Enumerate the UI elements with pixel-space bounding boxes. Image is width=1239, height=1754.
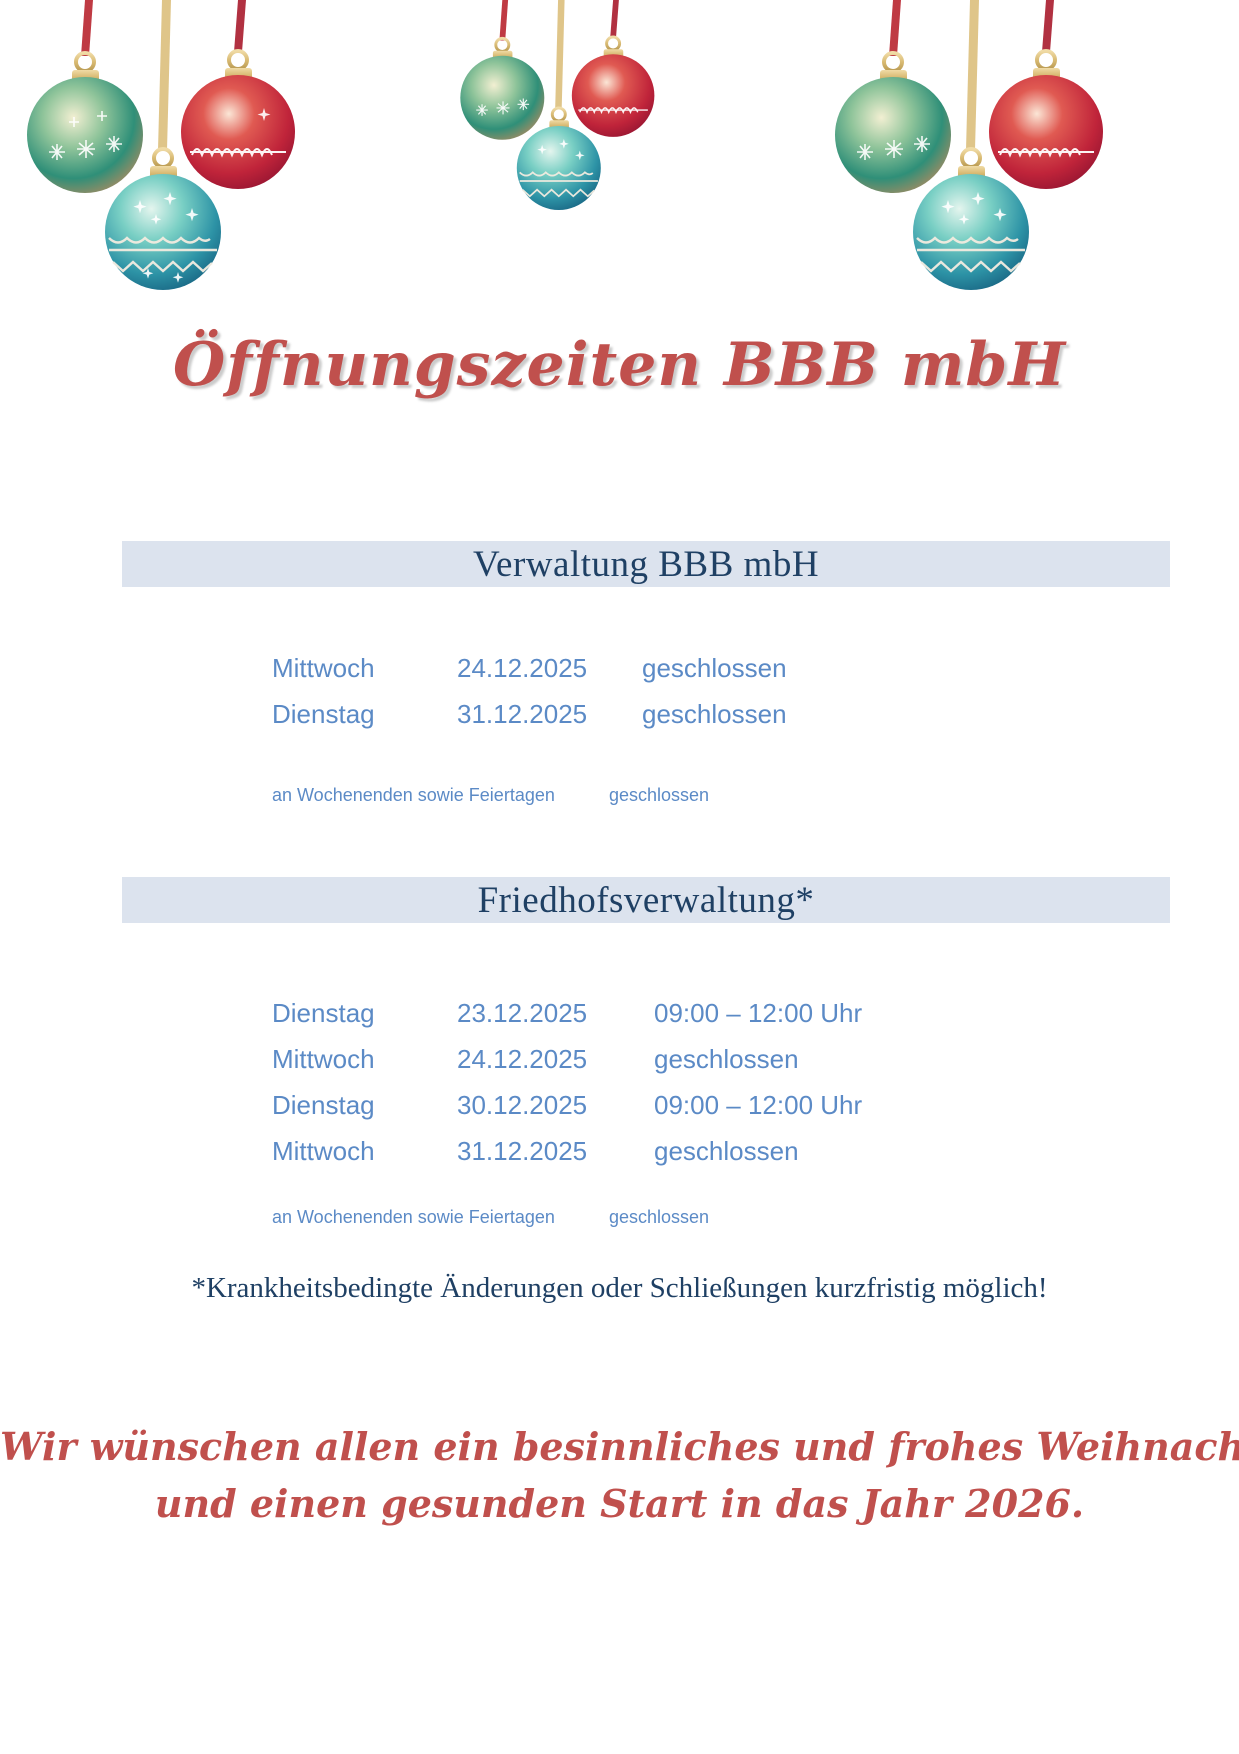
row-day: Dienstag [272, 998, 375, 1028]
table-row: Dienstag 23.12.2025 09:00 – 12:00 Uhr [272, 1000, 974, 1026]
table-row: Mittwoch 24.12.2025 geschlossen [272, 1046, 974, 1072]
row-date: 31.12.2025 [457, 699, 588, 729]
teal-star-bauble [913, 0, 1029, 290]
row-date: 23.12.2025 [457, 998, 588, 1028]
schedule-table-verwaltung: Mittwoch 24.12.2025 geschlossen Dienstag… [272, 655, 962, 747]
row-hours: 09:00 – 12:00 Uhr [654, 998, 863, 1028]
green-snowflake-bauble [460, 0, 545, 140]
weekend-note-label: an Wochenenden sowie Feiertagen [272, 1207, 555, 1227]
green-snowflake-bauble [835, 0, 951, 193]
weekend-note-value: geschlossen [609, 785, 710, 805]
footnote-disclaimer: *Krankheitsbedingte Änderungen oder Schl… [191, 1272, 1048, 1304]
row-day: Dienstag [272, 699, 375, 729]
schedule-table-friedhofsverwaltung: Dienstag 23.12.2025 09:00 – 12:00 Uhr Mi… [272, 1000, 974, 1184]
weekend-note-label: an Wochenenden sowie Feiertagen [272, 785, 555, 805]
weekend-note-friedhofsverwaltung: an Wochenenden sowie Feiertagen geschlos… [272, 1207, 709, 1228]
red-heart-bauble [989, 0, 1103, 189]
greeting-line-1: Wir wünschen allen ein besinnliches und … [0, 1424, 1239, 1469]
green-snowflake-bauble [27, 0, 143, 193]
section-header-verwaltung: Verwaltung BBB mbH [122, 541, 1170, 587]
table-row: Mittwoch 24.12.2025 geschlossen [272, 655, 962, 681]
row-date: 24.12.2025 [457, 653, 588, 683]
row-day: Mittwoch [272, 653, 375, 683]
closing-greeting: Wir wünschen allen ein besinnliches und … [0, 1418, 1239, 1532]
row-day: Mittwoch [272, 1044, 375, 1074]
weekend-note-value: geschlossen [609, 1207, 710, 1227]
ornament-decoration-band [0, 0, 1239, 300]
row-hours: 09:00 – 12:00 Uhr [654, 1090, 863, 1120]
row-hours: geschlossen [654, 1044, 799, 1074]
ornament-cluster-left [27, 0, 295, 290]
section-heading-label: Friedhofsverwaltung* [477, 879, 815, 921]
section-header-friedhofsverwaltung: Friedhofsverwaltung* [122, 877, 1170, 923]
teal-star-bauble [105, 0, 221, 290]
ornament-cluster-center [460, 0, 655, 210]
table-row: Mittwoch 31.12.2025 geschlossen [272, 1138, 974, 1164]
red-heart-bauble [571, 0, 655, 137]
ornament-cluster-right [835, 0, 1103, 290]
table-row: Dienstag 31.12.2025 geschlossen [272, 701, 962, 727]
table-row: Dienstag 30.12.2025 09:00 – 12:00 Uhr [272, 1092, 974, 1118]
row-date: 31.12.2025 [457, 1136, 588, 1166]
row-hours: geschlossen [642, 699, 787, 729]
teal-star-bauble [516, 0, 601, 210]
weekend-note-verwaltung: an Wochenenden sowie Feiertagen geschlos… [272, 785, 709, 806]
row-date: 24.12.2025 [457, 1044, 588, 1074]
red-heart-bauble [181, 0, 295, 189]
row-hours: geschlossen [654, 1136, 799, 1166]
page-title: Öffnungszeiten BBB mbH [172, 330, 1067, 400]
section-heading-label: Verwaltung BBB mbH [472, 543, 820, 585]
row-day: Dienstag [272, 1090, 375, 1120]
row-day: Mittwoch [272, 1136, 375, 1166]
greeting-line-2: und einen gesunden Start in das Jahr 202… [154, 1481, 1085, 1526]
row-date: 30.12.2025 [457, 1090, 588, 1120]
row-hours: geschlossen [642, 653, 787, 683]
